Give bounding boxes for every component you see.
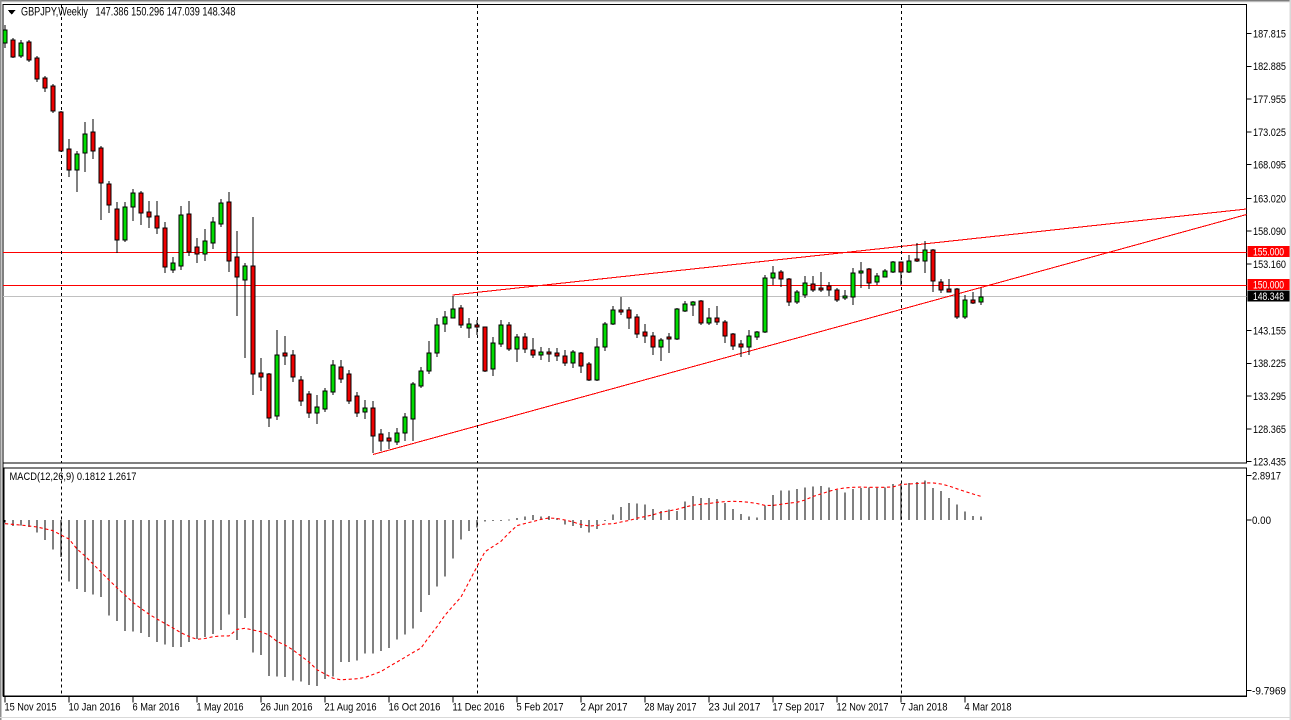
svg-text:7 Jan 2018: 7 Jan 2018 (901, 702, 948, 714)
svg-text:182.885: 182.885 (1253, 61, 1286, 73)
svg-text:123.435: 123.435 (1253, 457, 1286, 469)
svg-text:GBPJPY,Weekly: GBPJPY,Weekly (21, 7, 88, 19)
svg-text:16 Oct 2016: 16 Oct 2016 (389, 702, 441, 714)
svg-text:187.815: 187.815 (1253, 29, 1286, 41)
svg-text:6 Mar 2016: 6 Mar 2016 (133, 702, 180, 714)
svg-text:2.8917: 2.8917 (1252, 471, 1281, 483)
svg-text:177.955: 177.955 (1253, 94, 1286, 106)
svg-text:10 Jan 2016: 10 Jan 2016 (69, 702, 121, 714)
svg-text:1 May 2016: 1 May 2016 (197, 702, 244, 714)
svg-text:143.155: 143.155 (1253, 325, 1286, 337)
svg-text:12 Nov 2017: 12 Nov 2017 (837, 702, 889, 714)
svg-text:0.00: 0.00 (1252, 515, 1271, 527)
svg-text:15 Nov 2015: 15 Nov 2015 (5, 702, 57, 714)
svg-text:133.295: 133.295 (1253, 391, 1286, 403)
svg-text:17 Sep 2017: 17 Sep 2017 (773, 702, 825, 714)
svg-text:28 May 2017: 28 May 2017 (645, 702, 697, 714)
svg-text:158.090: 158.090 (1253, 226, 1286, 238)
svg-text:4 Mar 2018: 4 Mar 2018 (965, 702, 1012, 714)
svg-text:2 Apr 2017: 2 Apr 2017 (581, 702, 628, 714)
svg-text:128.365: 128.365 (1253, 424, 1286, 436)
svg-text:168.095: 168.095 (1253, 160, 1286, 172)
svg-text:147.386 150.296 147.039 148.34: 147.386 150.296 147.039 148.348 (96, 7, 236, 19)
svg-text:MACD(12,26,9) 0.1812 1.2617: MACD(12,26,9) 0.1812 1.2617 (10, 471, 137, 483)
svg-text:5 Feb 2017: 5 Feb 2017 (517, 702, 564, 714)
svg-text:150.000: 150.000 (1253, 280, 1284, 292)
svg-text:153.160: 153.160 (1253, 259, 1286, 271)
svg-text:26 Jun 2016: 26 Jun 2016 (261, 702, 313, 714)
svg-text:21 Aug 2016: 21 Aug 2016 (325, 702, 377, 714)
svg-text:11 Dec 2016: 11 Dec 2016 (453, 702, 505, 714)
svg-text:163.020: 163.020 (1253, 193, 1286, 205)
svg-text:148.348: 148.348 (1253, 291, 1284, 303)
svg-text:-9.7969: -9.7969 (1252, 686, 1286, 698)
svg-text:155.000: 155.000 (1253, 246, 1284, 258)
svg-text:23 Jul 2017: 23 Jul 2017 (709, 702, 761, 714)
svg-text:173.025: 173.025 (1253, 127, 1286, 139)
svg-text:138.225: 138.225 (1253, 358, 1286, 370)
